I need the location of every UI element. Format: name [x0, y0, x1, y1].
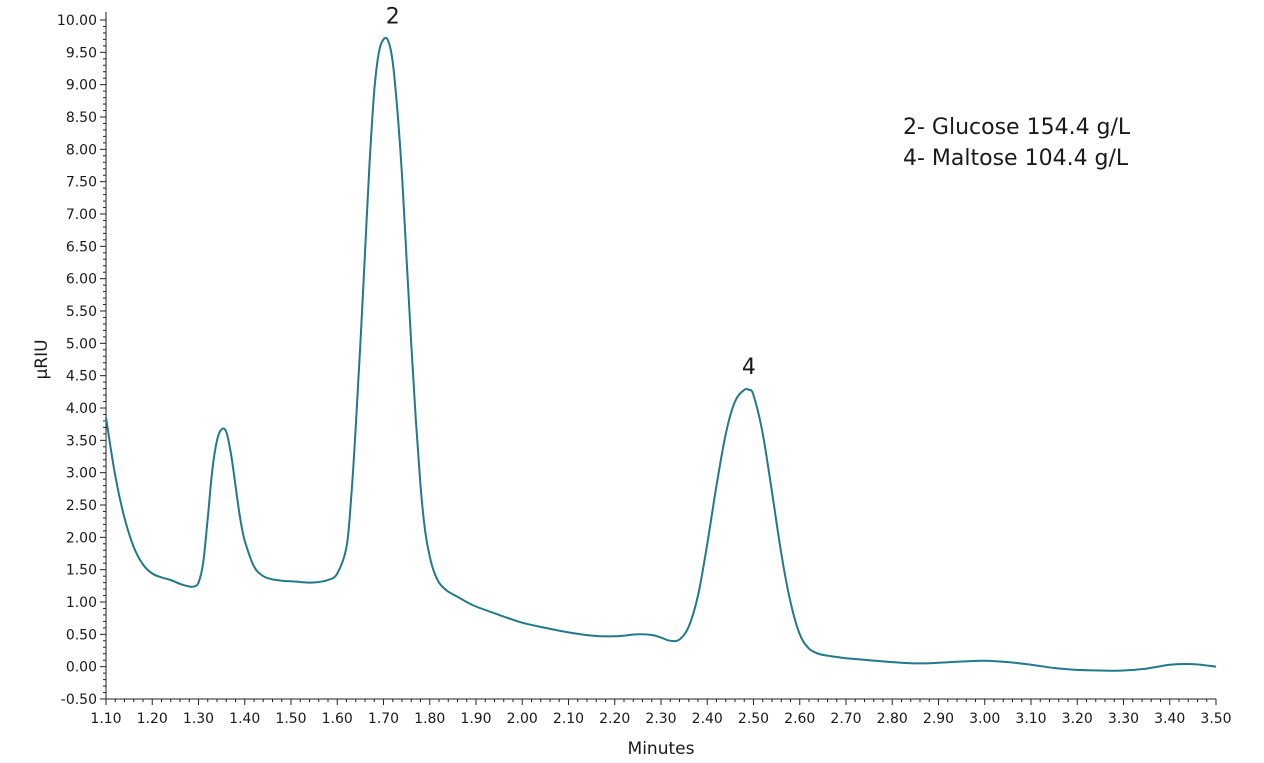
y-tick-label: 2.50 — [66, 498, 97, 514]
x-tick-label: 2.40 — [692, 711, 723, 727]
peak-labels: 24 — [386, 4, 756, 379]
y-tick-label: 7.50 — [66, 175, 97, 191]
x-tick-label: 3.50 — [1200, 711, 1231, 727]
x-tick-label: 1.50 — [275, 711, 306, 727]
x-tick-label: 3.40 — [1154, 711, 1185, 727]
y-tick-label: 1.00 — [66, 595, 97, 611]
x-tick-label: 2.90 — [923, 711, 954, 727]
x-tick-label: 2.50 — [738, 711, 769, 727]
x-tick-label: 1.70 — [368, 711, 399, 727]
peak-label-2: 2 — [386, 4, 400, 29]
x-tick-label: 2.30 — [645, 711, 676, 727]
peak-label-4: 4 — [742, 355, 756, 380]
y-tick-label: 8.00 — [66, 142, 97, 158]
legend-entry: 4- Maltose 104.4 g/L — [903, 146, 1129, 171]
y-tick-label: 5.50 — [66, 304, 97, 320]
y-tick-label: 6.50 — [66, 239, 97, 255]
y-tick-label: 4.00 — [66, 401, 97, 417]
ticks — [100, 19, 1217, 705]
x-tick-label: 3.20 — [1062, 711, 1093, 727]
series-line — [105, 36, 1217, 672]
x-tick-label: 2.70 — [830, 711, 861, 727]
x-tick-label: 1.40 — [229, 711, 260, 727]
y-tick-label: 7.00 — [66, 207, 97, 223]
x-tick-label: 1.30 — [183, 711, 214, 727]
x-tick-label: 2.60 — [784, 711, 815, 727]
x-tick-label: 1.80 — [414, 711, 445, 727]
y-tick-label: -0.50 — [61, 692, 97, 708]
y-tick-label: 5.00 — [66, 336, 97, 352]
tick-labels: -0.50 0.00 0.50 1.00 1.50 2.00 2.50 3.00 3.50 4.0… — [57, 13, 1232, 727]
y-axis-title: µRIU — [32, 339, 52, 379]
x-tick-label: 2.80 — [877, 711, 908, 727]
y-tick-label: 6.00 — [66, 272, 97, 288]
x-tick-label: 2.00 — [507, 711, 538, 727]
x-tick-label: 1.20 — [137, 711, 168, 727]
x-tick-label: 1.60 — [322, 711, 353, 727]
x-tick-label: 3.00 — [969, 711, 1000, 727]
y-tick-label: 9.00 — [66, 78, 97, 94]
y-tick-label: 9.50 — [66, 45, 97, 61]
y-tick-label: 1.50 — [66, 563, 97, 579]
x-tick-label: 2.10 — [553, 711, 584, 727]
y-tick-label: 0.00 — [66, 660, 97, 676]
y-tick-label: 8.50 — [66, 110, 97, 126]
y-tick-label: 3.00 — [66, 466, 97, 482]
y-tick-label: 2.00 — [66, 530, 97, 546]
x-tick-label: 1.90 — [460, 711, 491, 727]
y-tick-label: 10.00 — [57, 13, 97, 29]
y-tick-label: 0.50 — [66, 627, 97, 643]
legend-entry: 2- Glucose 154.4 g/L — [903, 115, 1131, 140]
x-tick-label: 2.20 — [599, 711, 630, 727]
x-tick-label: 1.10 — [90, 711, 121, 727]
y-tick-label: 3.50 — [66, 433, 97, 449]
x-axis-title: Minutes — [628, 739, 695, 759]
y-tick-label: 4.50 — [66, 369, 97, 385]
x-tick-label: 3.30 — [1108, 711, 1139, 727]
legend: 2- Glucose 154.4 g/L 4- Maltose 104.4 g/L — [903, 115, 1131, 171]
x-tick-label: 3.10 — [1015, 711, 1046, 727]
